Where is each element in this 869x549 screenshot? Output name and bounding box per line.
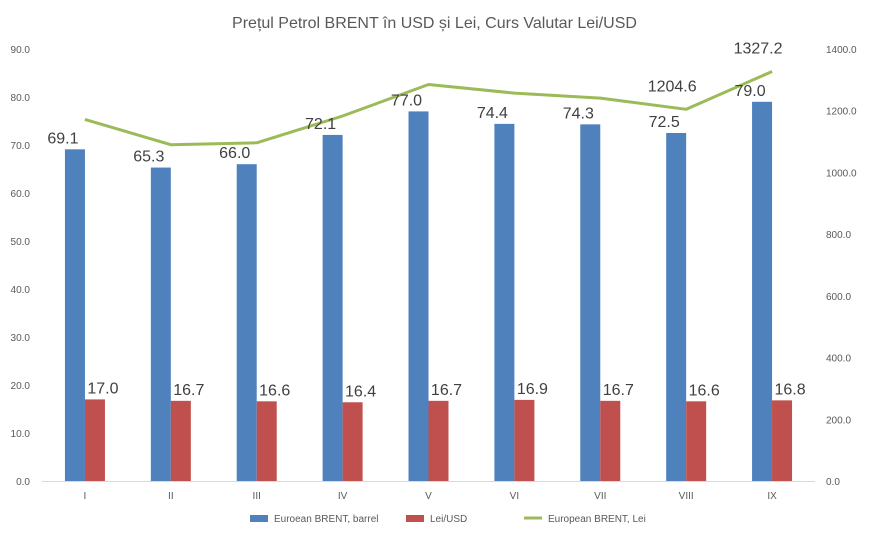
x-tick-label: IV (338, 491, 348, 502)
bar-lei-usd (342, 402, 363, 481)
bar-brent-usd (752, 101, 773, 482)
bar-brent-usd (666, 133, 687, 481)
data-labels-group: 69.1 65.3 66.0 72.1 77.0 74.4 74.3 72.5 79.0 17.0… (47, 40, 805, 400)
left-axis: 0.0 10.0 20.0 30.0 40.0 50.0 60.0 70.0 80.0 90.0 (11, 45, 31, 488)
data-label-lei-usd: 16.7 (431, 382, 462, 399)
bar-lei-usd (84, 399, 105, 481)
data-label-brent-lei: 1327.2 (734, 40, 783, 57)
left-tick-label: 0.0 (16, 477, 30, 488)
left-tick-label: 70.0 (11, 141, 31, 152)
bar-lei-usd (772, 400, 793, 481)
x-tick-label: IX (767, 491, 777, 502)
x-axis: I II III IV V VI VII VIII IX (84, 491, 778, 502)
line-brent-lei (84, 70, 773, 147)
bar-lei-usd (170, 400, 191, 481)
left-tick-label: 30.0 (11, 333, 31, 344)
left-tick-label: 80.0 (11, 93, 31, 104)
bar-brent-usd (494, 123, 515, 481)
bar-lei-usd (514, 399, 535, 481)
data-label-lei-usd: 16.7 (603, 382, 634, 399)
bar-lei-usd (428, 400, 449, 481)
data-label-brent-usd: 74.4 (477, 105, 508, 122)
left-tick-label: 50.0 (11, 237, 31, 248)
data-label-lei-usd: 16.8 (774, 381, 805, 398)
bar-lei-usd (256, 401, 277, 481)
data-label-brent-usd: 66.0 (219, 145, 250, 162)
data-label-lei-usd: 16.7 (173, 382, 204, 399)
x-tick-label: II (168, 491, 174, 502)
left-tick-label: 40.0 (11, 285, 31, 296)
legend: Euroean BRENT, barrel Lei/USD European BRE… (250, 514, 646, 525)
data-label-brent-usd: 72.1 (305, 116, 336, 133)
legend-swatch (250, 515, 268, 522)
bar-lei-usd (600, 400, 621, 481)
x-tick-label: III (253, 491, 261, 502)
bar-brent-usd (64, 149, 85, 481)
data-label-brent-lei: 1204.6 (648, 78, 697, 95)
data-label-lei-usd: 16.6 (259, 382, 290, 399)
left-tick-label: 90.0 (11, 45, 31, 56)
bar-brent-usd (322, 134, 343, 482)
right-tick-label: 1000.0 (826, 168, 857, 179)
bar-brent-usd (236, 164, 257, 481)
right-tick-label: 400.0 (826, 354, 851, 365)
right-tick-label: 200.0 (826, 415, 851, 426)
bar-brent-usd (580, 124, 601, 482)
right-tick-label: 0.0 (826, 477, 840, 488)
right-tick-label: 1200.0 (826, 107, 857, 118)
bar-lei-usd (686, 401, 707, 481)
left-tick-label: 20.0 (11, 381, 31, 392)
data-label-brent-usd: 74.3 (563, 105, 594, 122)
x-tick-label: VI (510, 491, 519, 502)
legend-label: Lei/USD (430, 514, 467, 525)
bar-series-group (64, 101, 793, 482)
line-series-group (84, 70, 773, 147)
data-label-lei-usd: 16.9 (517, 381, 548, 398)
legend-swatch (406, 515, 424, 522)
x-tick-label: I (84, 491, 87, 502)
data-label-lei-usd: 16.6 (689, 382, 720, 399)
data-label-brent-usd: 77.0 (391, 92, 422, 109)
right-tick-label: 1400.0 (826, 45, 857, 56)
x-tick-label: V (425, 491, 432, 502)
data-label-brent-usd: 72.5 (649, 114, 680, 131)
legend-label: Euroean BRENT, barrel (274, 514, 379, 525)
right-axis: 0.0 200.0 400.0 600.0 800.0 1000.0 1200.0 1400.… (826, 45, 857, 488)
right-tick-label: 600.0 (826, 292, 851, 303)
x-tick-label: VII (594, 491, 606, 502)
x-tick-label: VIII (679, 491, 694, 502)
bar-brent-usd (150, 167, 171, 481)
data-label-brent-usd: 79.0 (734, 83, 765, 100)
chart-title: Prețul Petrol BRENT în USD și Lei, Curs … (232, 15, 637, 32)
data-label-lei-usd: 17.0 (87, 380, 118, 397)
bar-brent-usd (408, 111, 429, 482)
data-label-brent-usd: 69.1 (47, 130, 78, 147)
data-label-lei-usd: 16.4 (345, 383, 376, 400)
left-tick-label: 10.0 (11, 429, 31, 440)
data-label-brent-usd: 65.3 (133, 149, 164, 166)
right-tick-label: 800.0 (826, 230, 851, 241)
left-tick-label: 60.0 (11, 189, 31, 200)
legend-label: European BRENT, Lei (548, 514, 646, 525)
